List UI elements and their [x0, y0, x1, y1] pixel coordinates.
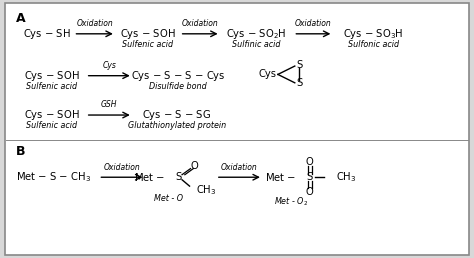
Text: B: B: [16, 145, 26, 158]
Text: Cys $-$ SOH: Cys $-$ SOH: [120, 27, 175, 41]
Text: A: A: [16, 12, 26, 25]
Text: Oxidation: Oxidation: [295, 19, 332, 28]
Text: Sulfenic acid: Sulfenic acid: [26, 121, 77, 130]
Text: S: S: [296, 78, 302, 88]
Text: S: S: [307, 172, 313, 182]
Text: Sulfinic acid: Sulfinic acid: [232, 40, 281, 49]
Text: O: O: [191, 160, 199, 171]
Text: Met $-$ S $-$ CH$_3$: Met $-$ S $-$ CH$_3$: [16, 170, 91, 184]
Text: Oxidation: Oxidation: [221, 163, 258, 172]
Text: Cys: Cys: [102, 61, 116, 70]
Text: Cys $-$ SOH: Cys $-$ SOH: [24, 69, 79, 83]
Text: Cys $-$ SO$_2$H: Cys $-$ SO$_2$H: [227, 27, 287, 41]
Text: Glutathionylated protein: Glutathionylated protein: [128, 121, 226, 130]
Text: Met $-$: Met $-$: [265, 171, 297, 183]
Text: CH$_3$: CH$_3$: [196, 183, 216, 197]
Text: O: O: [306, 188, 314, 197]
Text: Sulfenic acid: Sulfenic acid: [26, 82, 77, 91]
Text: Oxidation: Oxidation: [103, 163, 140, 172]
Text: Met $-$: Met $-$: [134, 171, 165, 183]
Text: CH$_3$: CH$_3$: [336, 170, 356, 184]
Text: S: S: [175, 172, 182, 182]
Text: Disulfide bond: Disulfide bond: [149, 82, 207, 91]
Text: Cys $-$ S $-$ S $-$ Cys: Cys $-$ S $-$ S $-$ Cys: [131, 69, 226, 83]
Text: S: S: [296, 60, 302, 70]
Text: Cys $-$ SH: Cys $-$ SH: [23, 27, 71, 41]
Text: Sulfonic acid: Sulfonic acid: [348, 40, 399, 49]
Text: O: O: [306, 157, 314, 167]
Text: Cys $-$ SO$_3$H: Cys $-$ SO$_3$H: [343, 27, 403, 41]
Text: Met - O$_2$: Met - O$_2$: [274, 195, 308, 208]
Text: GSH: GSH: [101, 100, 118, 109]
Text: Cys $-$ SOH: Cys $-$ SOH: [24, 108, 79, 122]
Text: Oxidation: Oxidation: [76, 19, 113, 28]
Text: Cys $-$ S $-$ SG: Cys $-$ S $-$ SG: [142, 108, 211, 122]
Text: Sulfenic acid: Sulfenic acid: [122, 40, 173, 49]
Text: Cys: Cys: [259, 69, 277, 79]
Text: Oxidation: Oxidation: [182, 19, 219, 28]
Text: Met - O: Met - O: [155, 194, 183, 203]
